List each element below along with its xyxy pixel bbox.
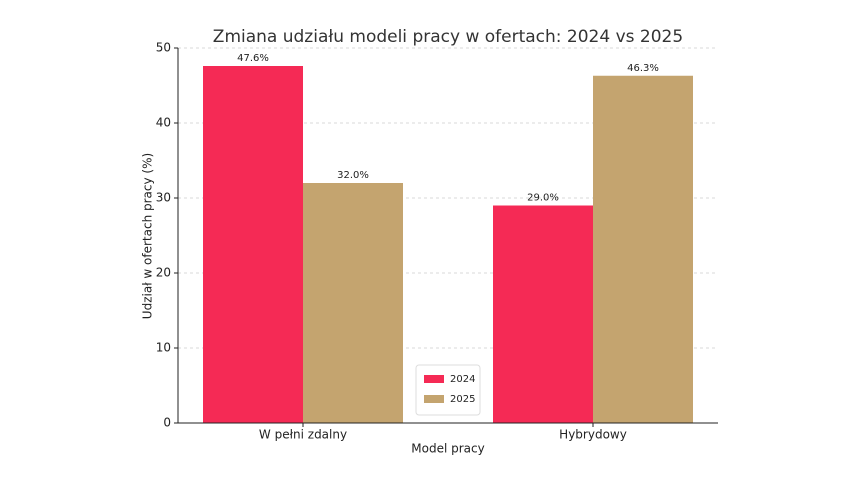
legend-label: 2024 [450,374,475,385]
legend-swatch [424,375,444,383]
y-axis-label: Udział w ofertach pracy (%) [141,153,155,319]
y-tick-label: 10 [156,341,171,355]
legend-box [415,364,481,416]
value-label: 32.0% [337,170,369,181]
bar [593,75,693,423]
value-label: 46.3% [627,63,659,74]
bar [303,183,403,423]
chart-title: Zmiana udziału modeli pracy w ofertach: … [213,27,683,47]
y-tick-label: 20 [156,266,171,280]
x-tick-label: W pełni zdalny [259,428,347,442]
y-tick-label: 50 [156,41,171,55]
bar [203,66,303,423]
y-tick-label: 0 [163,416,171,430]
legend-label: 2025 [450,394,475,405]
x-tick-label: Hybrydowy [559,428,627,442]
y-tick-label: 40 [156,116,171,130]
value-label: 47.6% [237,53,269,64]
value-label: 29.0% [527,193,559,204]
y-tick-label: 30 [156,191,171,205]
legend-swatch [424,395,444,403]
x-axis-label: Model pracy [411,442,484,456]
bar [493,205,593,423]
